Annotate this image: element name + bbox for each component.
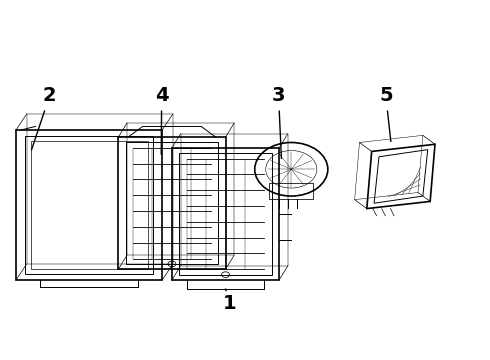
Text: 4: 4: [155, 86, 169, 154]
Text: 2: 2: [31, 86, 56, 150]
Text: 3: 3: [272, 86, 285, 158]
Text: 1: 1: [223, 289, 237, 312]
Text: 5: 5: [379, 86, 392, 141]
